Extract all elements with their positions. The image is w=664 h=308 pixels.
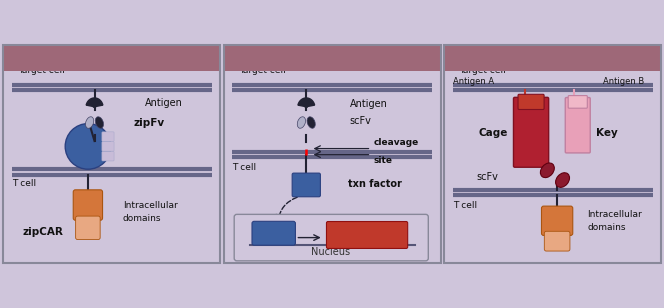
Ellipse shape [556, 173, 570, 187]
Ellipse shape [307, 117, 315, 128]
Text: Antigen B: Antigen B [603, 77, 644, 86]
Text: zipCAR: zipCAR [23, 227, 64, 237]
Text: Intracellular: Intracellular [588, 210, 642, 219]
Text: T cell: T cell [12, 179, 36, 188]
FancyBboxPatch shape [252, 221, 295, 245]
FancyBboxPatch shape [76, 216, 100, 240]
Text: Target cell: Target cell [459, 66, 506, 75]
Text: Gene: Gene [352, 230, 382, 240]
Text: cleavage: cleavage [374, 139, 419, 148]
Text: C: C [239, 51, 249, 66]
Text: B: B [19, 51, 29, 66]
Text: Antigen: Antigen [145, 98, 183, 108]
Text: Key: Key [596, 128, 618, 138]
Polygon shape [86, 98, 103, 107]
Text: scFv: scFv [477, 172, 499, 182]
Text: Target cell: Target cell [19, 66, 65, 75]
FancyBboxPatch shape [102, 142, 114, 151]
FancyBboxPatch shape [568, 95, 587, 108]
Text: SUPRA: SUPRA [87, 51, 145, 66]
FancyBboxPatch shape [292, 173, 321, 197]
FancyBboxPatch shape [3, 46, 220, 71]
Text: zipFv: zipFv [133, 118, 165, 128]
FancyBboxPatch shape [224, 46, 441, 71]
Ellipse shape [86, 117, 94, 128]
Text: Nucleus: Nucleus [311, 247, 350, 257]
Ellipse shape [297, 117, 305, 128]
Text: site: site [374, 156, 392, 165]
Circle shape [65, 124, 111, 169]
Text: Target cell: Target cell [239, 66, 286, 75]
FancyBboxPatch shape [73, 190, 102, 220]
Text: Intracellular: Intracellular [123, 201, 177, 209]
Polygon shape [298, 98, 315, 107]
Text: Co-LOCKR: Co-LOCKR [515, 51, 600, 66]
Polygon shape [567, 98, 582, 107]
FancyBboxPatch shape [541, 206, 573, 235]
FancyBboxPatch shape [234, 214, 428, 261]
FancyBboxPatch shape [544, 231, 570, 251]
Text: Antigen: Antigen [350, 99, 388, 109]
FancyBboxPatch shape [565, 98, 590, 153]
FancyBboxPatch shape [102, 132, 114, 141]
FancyBboxPatch shape [513, 97, 548, 167]
Polygon shape [517, 98, 532, 107]
FancyBboxPatch shape [444, 46, 661, 71]
FancyBboxPatch shape [518, 94, 544, 109]
Text: T cell: T cell [453, 201, 477, 210]
Text: D: D [459, 51, 471, 66]
Text: domains: domains [123, 213, 161, 223]
Text: scFv: scFv [350, 116, 372, 126]
Text: domains: domains [588, 223, 626, 232]
Text: T cell: T cell [232, 163, 256, 172]
Ellipse shape [540, 163, 554, 178]
Text: SynNotch: SynNotch [295, 51, 378, 66]
FancyBboxPatch shape [102, 152, 114, 161]
FancyBboxPatch shape [327, 221, 408, 249]
Ellipse shape [96, 117, 104, 128]
Text: txn factor: txn factor [347, 179, 402, 189]
Text: Cage: Cage [479, 128, 509, 138]
Text: Antigen A: Antigen A [453, 77, 494, 86]
